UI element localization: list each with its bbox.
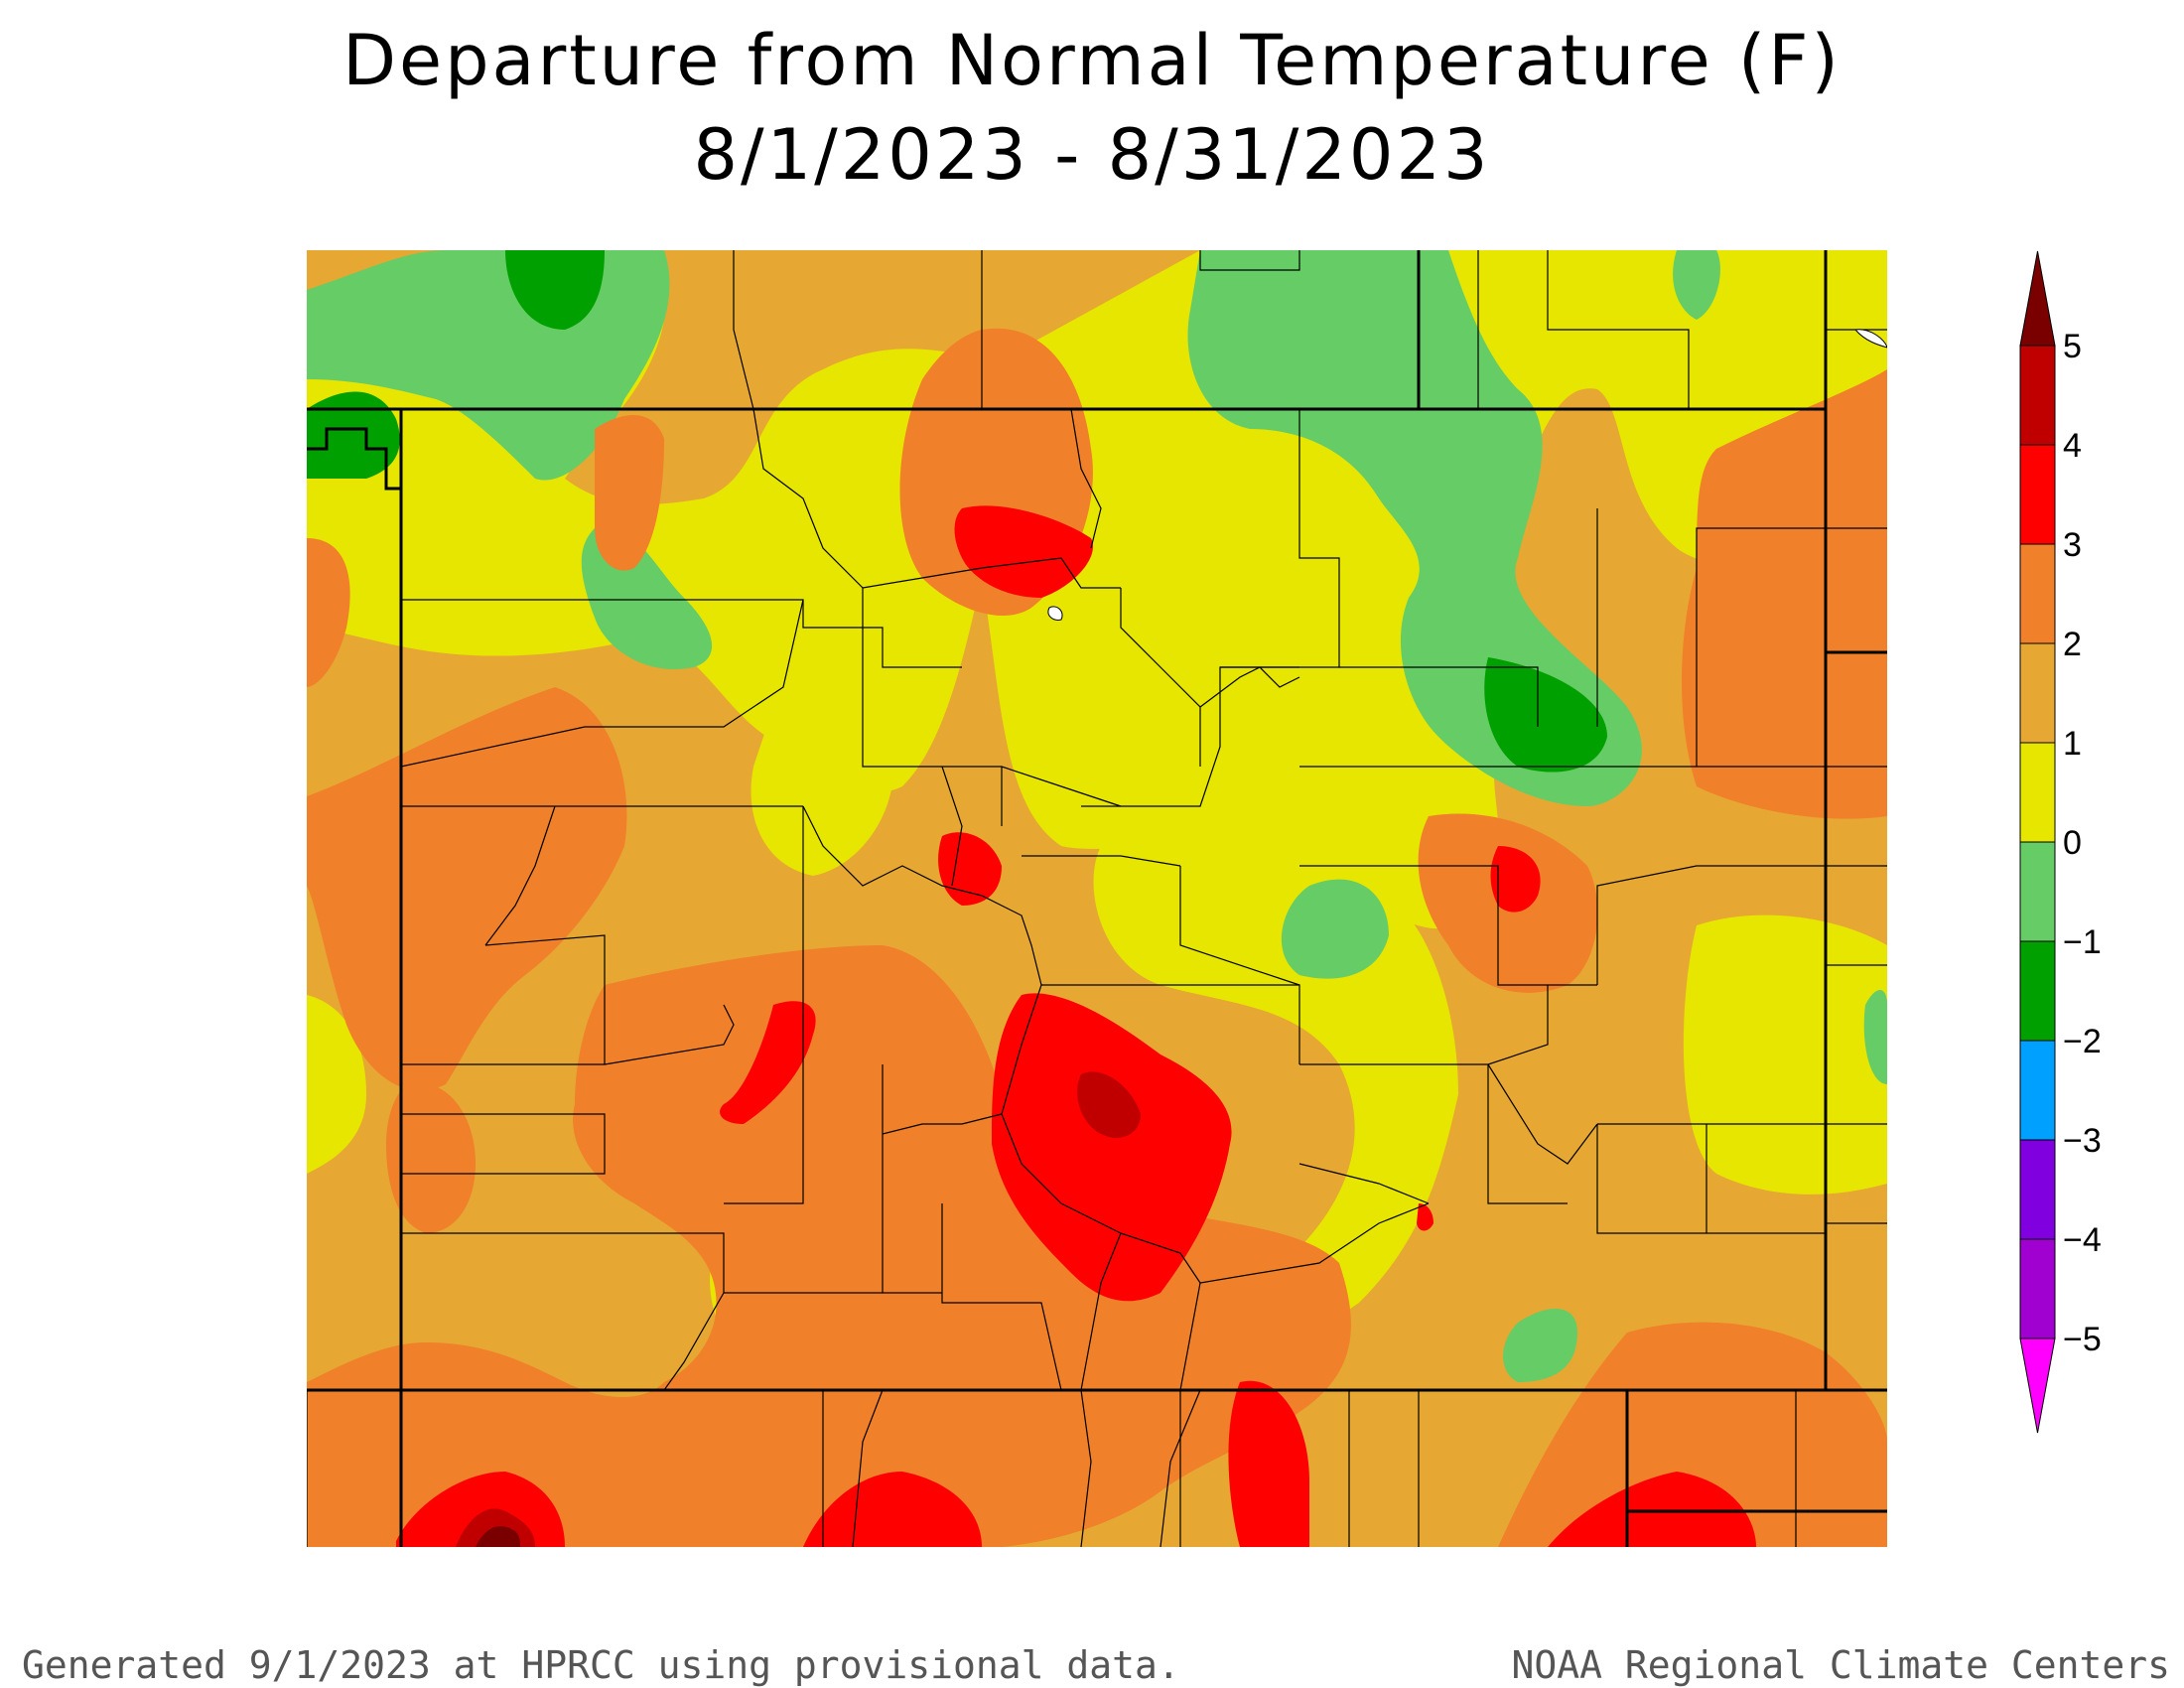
legend-tick-label: −3 [2063, 1122, 2102, 1160]
map-title: Departure from Normal Temperature (F) [342, 20, 1842, 101]
legend-block [2019, 642, 2056, 744]
legend-tick-labels: 5 4 3 2 1 0 −1 −2 −3 −4 −5 [2063, 328, 2102, 1358]
legend-block [2019, 543, 2056, 644]
temperature-departure-map [307, 250, 1887, 1547]
zone-plus2-to-plus3 [307, 328, 1887, 1547]
color-scale-legend: 5 4 3 2 1 0 −1 −2 −3 −4 −5 [2019, 250, 2102, 1434]
legend-tick-label: 5 [2063, 328, 2082, 365]
zone-minus2-to-minus1 [307, 250, 1607, 773]
zone-plus3-to-plus4 [396, 505, 1756, 1547]
legend-block [2019, 444, 2056, 545]
legend-tick-label: −5 [2063, 1321, 2102, 1358]
county-lines [307, 250, 1887, 1547]
legend-block [2019, 841, 2056, 942]
zone-above-5 [476, 1526, 520, 1547]
legend-block [2019, 940, 2056, 1042]
generation-note: Generated 9/1/2023 at HPRCC using provis… [22, 1643, 1180, 1687]
legend-tick-label: 1 [2063, 725, 2082, 763]
legend-tick-label: −2 [2063, 1023, 2102, 1060]
legend-block [2019, 1139, 2056, 1240]
legend-block [2019, 1040, 2056, 1141]
legend-block [2019, 742, 2056, 843]
source-credit: NOAA Regional Climate Centers [1511, 1643, 2170, 1687]
legend-tick-label: −1 [2063, 923, 2102, 961]
legend-tick-label: 0 [2063, 824, 2082, 862]
state-borders [307, 250, 1887, 1547]
lakes [1047, 329, 1887, 621]
legend-tick-label: 2 [2063, 626, 2082, 663]
legend-block [2019, 1238, 2056, 1339]
map-date-range: 8/1/2023 - 8/31/2023 [693, 114, 1491, 196]
legend-top-arrow [2019, 250, 2056, 347]
legend-tick-label: −4 [2063, 1221, 2102, 1259]
legend-tick-label: 4 [2063, 427, 2082, 465]
legend-tick-label: 3 [2063, 526, 2082, 564]
legend-block [2019, 345, 2056, 446]
legend-bottom-arrow [2019, 1337, 2056, 1434]
legend-color-blocks [2019, 250, 2056, 1434]
